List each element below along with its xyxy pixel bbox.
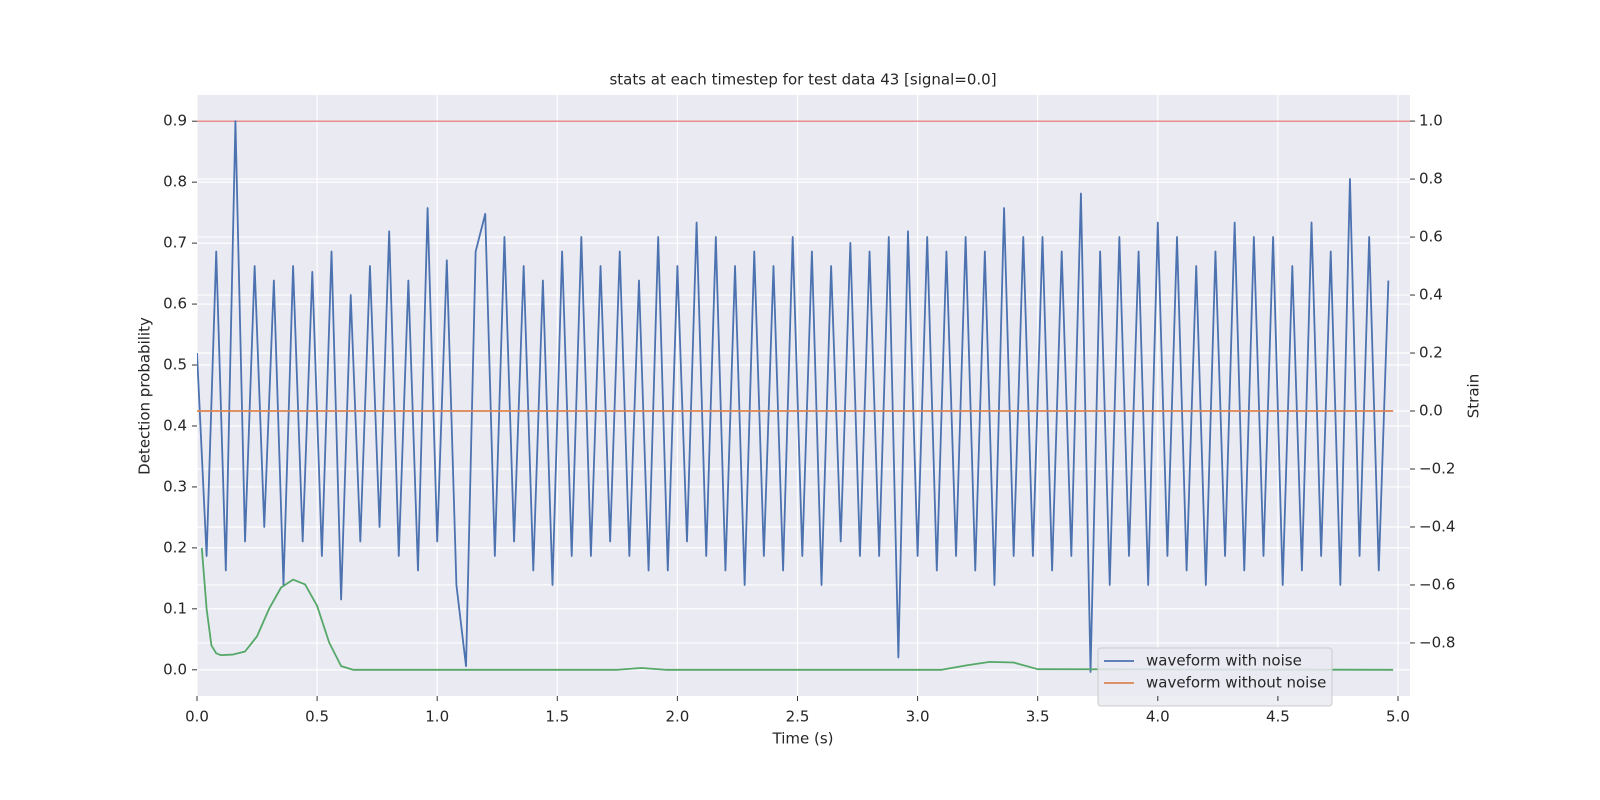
legend-label: waveform without noise (1146, 674, 1326, 692)
x-tick-label: 2.0 (665, 708, 689, 726)
y2-tick-label: −0.2 (1419, 459, 1455, 477)
y2-tick-label: −0.4 (1419, 517, 1455, 535)
x-tick-label: 1.5 (545, 708, 569, 726)
y-tick-label: 0.4 (163, 416, 187, 434)
x-tick-label: 1.0 (425, 708, 449, 726)
series-line (200, 547, 1394, 671)
y-tick-label: 0.3 (163, 477, 187, 495)
y-tick-label: 0.6 (163, 295, 187, 313)
y-tick-label: 0.8 (163, 173, 187, 191)
legend-box (1097, 647, 1333, 707)
x-axis-label: Time (s) (772, 730, 834, 748)
legend-label: waveform with noise (1146, 652, 1302, 670)
y2-tick-label: 0.4 (1419, 286, 1443, 304)
x-tick-label: 0.0 (185, 708, 209, 726)
x-tick-label: 5.0 (1386, 708, 1410, 726)
x-tick-label: 4.0 (1146, 708, 1170, 726)
y2-tick-label: −0.6 (1419, 575, 1455, 593)
y2-tick-label: 0.2 (1419, 344, 1443, 362)
y2-tick-label: 1.0 (1419, 112, 1443, 130)
y-tick-label: 0.2 (163, 538, 187, 556)
y-tick-label: 0.9 (163, 112, 187, 130)
y-tick-label: 0.5 (163, 356, 187, 374)
x-tick-label: 4.5 (1266, 708, 1290, 726)
y2-tick-label: 0.0 (1419, 402, 1443, 420)
y2-axis-label: Strain (1465, 374, 1483, 418)
chart-title: stats at each timestep for test data 43 … (609, 71, 996, 89)
x-tick-label: 3.0 (906, 708, 930, 726)
x-tick-label: 2.5 (786, 708, 810, 726)
x-tick-label: 0.5 (305, 708, 329, 726)
series-line (197, 120, 1390, 673)
plot-marks (197, 120, 1410, 673)
x-tick-label: 3.5 (1026, 708, 1050, 726)
y-tick-label: 0.0 (163, 660, 187, 678)
plot-area (197, 95, 1410, 696)
y-axis-label: Detection probability (136, 317, 154, 475)
y2-tick-label: 0.8 (1419, 170, 1443, 188)
legend: waveform with noise waveform without nois… (1097, 647, 1333, 707)
y2-tick-label: 0.6 (1419, 228, 1443, 246)
y-tick-label: 0.1 (163, 599, 187, 617)
y2-tick-label: −0.8 (1419, 633, 1455, 651)
y-tick-label: 0.7 (163, 234, 187, 252)
